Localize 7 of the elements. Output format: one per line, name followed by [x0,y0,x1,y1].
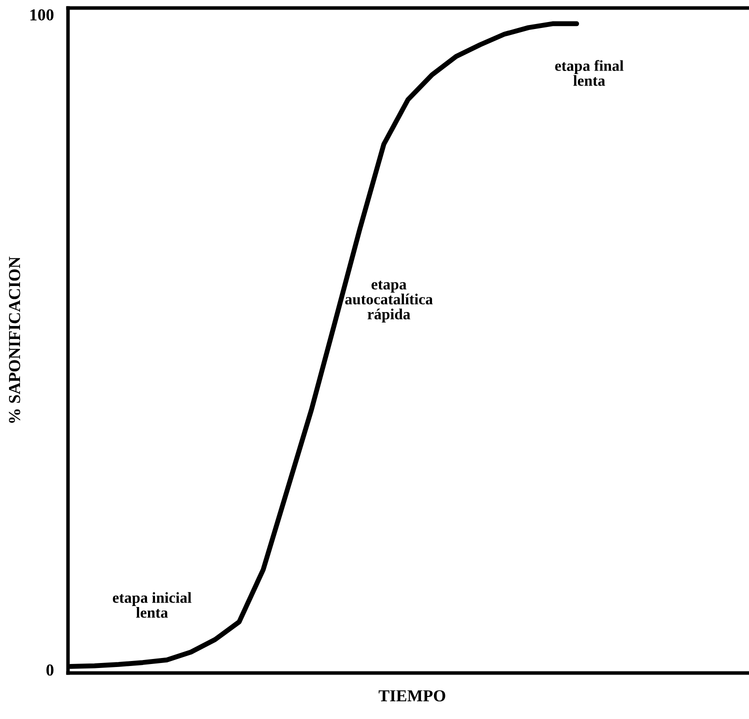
y-axis-title: % SAPONIFICACION [8,256,20,423]
annotation: etapa final lenta [555,60,624,86]
x-axis-title: TIEMPO [378,690,446,702]
y-tick-label: 100 [30,9,54,20]
annotation: etapa inicial lenta [112,592,192,618]
annotation: etapa autocatalítica rápida [345,280,433,322]
y-tick-label: 0 [46,664,54,676]
